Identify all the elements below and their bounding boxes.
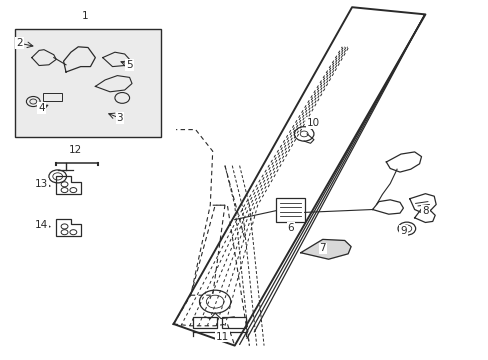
Polygon shape <box>300 239 350 259</box>
Text: 5: 5 <box>126 60 133 70</box>
Text: 8: 8 <box>421 206 428 216</box>
Text: 9: 9 <box>399 226 406 236</box>
Text: 4: 4 <box>38 103 45 113</box>
Bar <box>15 29 161 137</box>
Bar <box>193 317 216 328</box>
Text: 2: 2 <box>16 38 23 48</box>
Bar <box>43 93 61 101</box>
Bar <box>276 198 304 222</box>
Text: 3: 3 <box>116 113 123 123</box>
Text: 10: 10 <box>306 118 319 128</box>
Text: 14: 14 <box>35 220 48 230</box>
Text: 13: 13 <box>35 179 48 189</box>
Text: 6: 6 <box>287 222 294 233</box>
Text: 7: 7 <box>319 243 325 253</box>
Text: 11: 11 <box>215 332 229 342</box>
Text: 1: 1 <box>82 11 89 21</box>
Bar <box>222 317 245 328</box>
Text: 12: 12 <box>69 145 82 156</box>
